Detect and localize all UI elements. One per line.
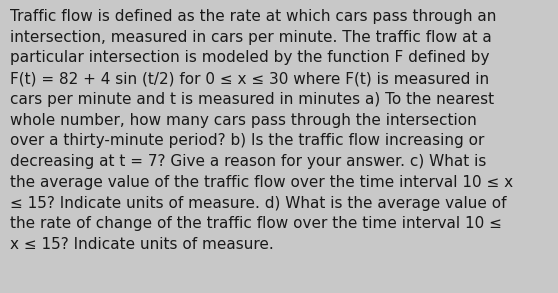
Text: Traffic flow is defined as the rate at which cars pass through an
intersection, : Traffic flow is defined as the rate at w… — [10, 9, 513, 252]
